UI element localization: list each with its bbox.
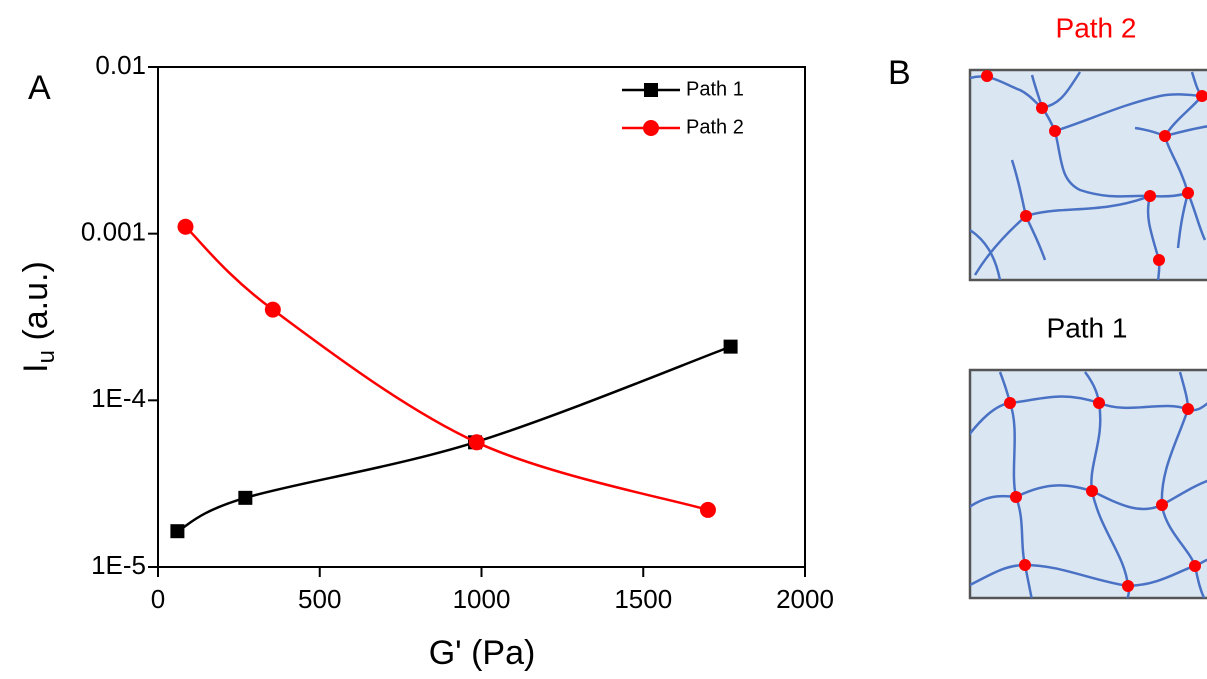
marker <box>723 339 738 354</box>
x-tick-label: 500 <box>298 584 341 614</box>
series-line <box>176 345 732 533</box>
y-tick-label: 1E-5 <box>91 550 146 580</box>
marker <box>468 434 485 451</box>
irregular-network <box>970 70 1207 280</box>
series-line <box>184 225 709 512</box>
panel-label: A <box>28 69 51 107</box>
marker <box>170 524 185 539</box>
marker <box>177 218 194 235</box>
x-tick-label: 1000 <box>453 584 511 614</box>
x-axis-label: G' (Pa) <box>429 634 536 672</box>
marker <box>699 501 716 518</box>
legend-label: Path 1 <box>686 78 744 100</box>
x-tick-label: 2000 <box>776 584 834 614</box>
y-tick-label: 1E-4 <box>91 383 146 413</box>
marker <box>238 490 253 505</box>
y-tick-label: 0.001 <box>81 217 146 247</box>
diagram-title: Path 2 <box>1056 12 1137 43</box>
regular-network <box>970 371 1207 598</box>
y-axis-label: Iu (a.u.) <box>17 261 60 373</box>
y-label-suffix: (a.u.) <box>17 261 55 350</box>
legend-marker <box>643 120 659 136</box>
y-tick-label: 0.01 <box>95 50 146 80</box>
legend-label: Path 2 <box>686 116 744 138</box>
x-tick-label: 0 <box>151 584 165 614</box>
y-label-sub: u <box>33 350 60 363</box>
marker <box>264 301 281 318</box>
panel-label: B <box>888 54 911 92</box>
y-label-main: I <box>17 363 55 372</box>
network-box <box>968 68 1207 282</box>
plot: 0 500 1000 1500 2000 1E-5 1E-4 0.001 0.01 Path 1 P… <box>81 50 834 614</box>
plot-frame <box>157 66 806 568</box>
legend-marker <box>644 83 658 97</box>
diagram-title: Path 1 <box>1047 312 1128 343</box>
x-tick-label: 1500 <box>614 584 672 614</box>
